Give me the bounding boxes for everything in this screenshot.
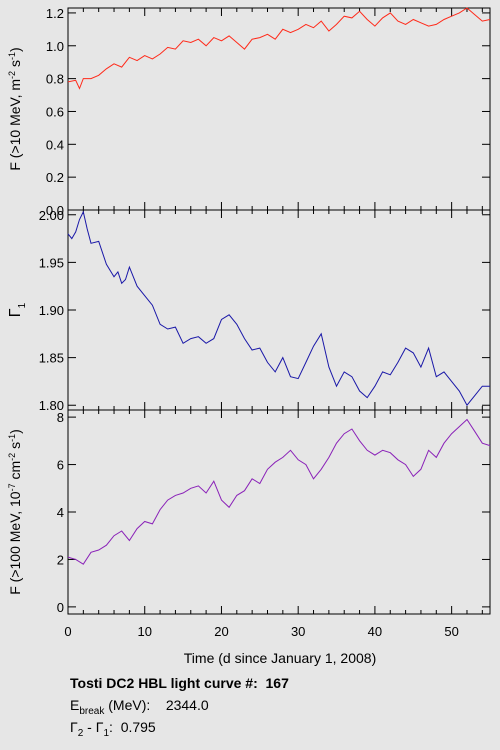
caption-block: Tosti DC2 HBL light curve #: 167 Ebreak … bbox=[70, 672, 289, 738]
y-tick-label: 2 bbox=[57, 552, 64, 567]
gamma-colon: : bbox=[109, 719, 113, 735]
series-line bbox=[67, 210, 490, 407]
caption-title-label: Tosti DC2 HBL light curve #: bbox=[70, 675, 258, 691]
plot-frame bbox=[67, 7, 491, 211]
y-axis-label: F (>100 MeV, 10-7 cm-2 s-1) bbox=[7, 429, 23, 595]
y-tick-label: 4 bbox=[57, 505, 64, 520]
gamma-minus: - bbox=[83, 719, 96, 735]
y-axis-label-superscript: -1 bbox=[7, 434, 17, 442]
caption-title: Tosti DC2 HBL light curve #: 167 bbox=[70, 672, 289, 694]
y-axis-label: Γ1 bbox=[7, 302, 28, 317]
x-tick-label: 50 bbox=[444, 624, 458, 639]
y-axis-label-superscript: -2 bbox=[7, 453, 17, 461]
y-tick-label: 1.90 bbox=[39, 303, 64, 318]
ebreak-unit: (MeV): bbox=[104, 697, 151, 713]
y-tick-label: 0.6 bbox=[46, 104, 64, 119]
y-axis-label-subscript: 1 bbox=[17, 302, 28, 308]
ebreak-symbol: E bbox=[70, 697, 80, 713]
x-tick-label: 30 bbox=[291, 624, 305, 639]
series-line bbox=[67, 7, 491, 90]
ebreak-value: 2344.0 bbox=[165, 697, 209, 713]
plot-frame bbox=[67, 209, 491, 411]
plot-frame bbox=[67, 409, 491, 615]
y-axis-label-superscript: -7 bbox=[7, 483, 17, 491]
x-tick-label: 0 bbox=[64, 624, 71, 639]
y-axis-label-superscript: -2 bbox=[7, 71, 17, 79]
y-tick-label: 0.8 bbox=[46, 72, 64, 87]
gamma2-symbol: Γ bbox=[70, 719, 78, 735]
gamma2-subscript: 2 bbox=[77, 727, 84, 739]
series-line bbox=[67, 418, 491, 565]
photon-index-panel: 1.80 1.85 1.90 1.95 2.00 Γ1 bbox=[7, 208, 491, 413]
y-axis-label-symbol: Γ bbox=[7, 308, 24, 317]
y-tick-label: 1.85 bbox=[39, 351, 64, 366]
y-tick-label: 0.4 bbox=[46, 137, 64, 152]
y-tick-label: 1.2 bbox=[46, 6, 64, 21]
y-axis-label-superscript: -1 bbox=[7, 52, 17, 60]
y-axis-label-part: cm bbox=[7, 461, 23, 484]
caption-ebreak: Ebreak (MeV): 2344.0 bbox=[70, 694, 289, 716]
y-tick-label: 0 bbox=[57, 600, 64, 615]
flux-100mev-panel: 0 2 4 6 8 0 10 20 30 40 50 F (>100 MeV, 10-7 cm-2 s… bbox=[7, 409, 491, 639]
y-axis-label-part: ) bbox=[7, 47, 23, 52]
y-axis-label-part: F (>10 MeV, m bbox=[7, 79, 23, 171]
x-tick-label: 40 bbox=[368, 624, 382, 639]
y-tick-label: 0.0 bbox=[46, 203, 64, 218]
x-axis-label: Time (d since January 1, 2008) bbox=[184, 650, 376, 666]
y-axis-label: F (>10 MeV, m-2 s-1) bbox=[7, 47, 23, 170]
y-tick-label: 8 bbox=[57, 410, 64, 425]
y-tick-label: 0.2 bbox=[46, 170, 64, 185]
y-tick-label: 2.00 bbox=[39, 208, 64, 223]
y-tick-label: 1.0 bbox=[46, 39, 64, 54]
y-axis-label-part: s bbox=[7, 442, 23, 453]
y-axis-label-part: ) bbox=[7, 429, 23, 434]
gamma-diff-value: 0.795 bbox=[120, 719, 156, 735]
y-axis-label-part: F (>100 MeV, 10 bbox=[7, 491, 23, 595]
caption-gamma-diff: Γ2 - Γ1: 0.795 bbox=[70, 716, 289, 738]
flux-10mev-panel: 0.0 0.2 0.4 0.6 0.8 1.0 1.2 F (>10 MeV, m-2 s-1… bbox=[7, 6, 491, 218]
y-axis-label-part: s bbox=[7, 60, 23, 71]
caption-title-value: 167 bbox=[265, 675, 289, 691]
y-tick-label: 6 bbox=[57, 458, 64, 473]
y-tick-label: 1.95 bbox=[39, 255, 64, 270]
gamma1-subscript: 1 bbox=[103, 727, 110, 739]
y-tick-label: 1.80 bbox=[39, 398, 64, 413]
ebreak-subscript: break bbox=[79, 705, 105, 717]
x-tick-label: 20 bbox=[214, 624, 228, 639]
x-tick-label: 10 bbox=[137, 624, 151, 639]
gamma1-symbol: Γ bbox=[95, 719, 104, 735]
